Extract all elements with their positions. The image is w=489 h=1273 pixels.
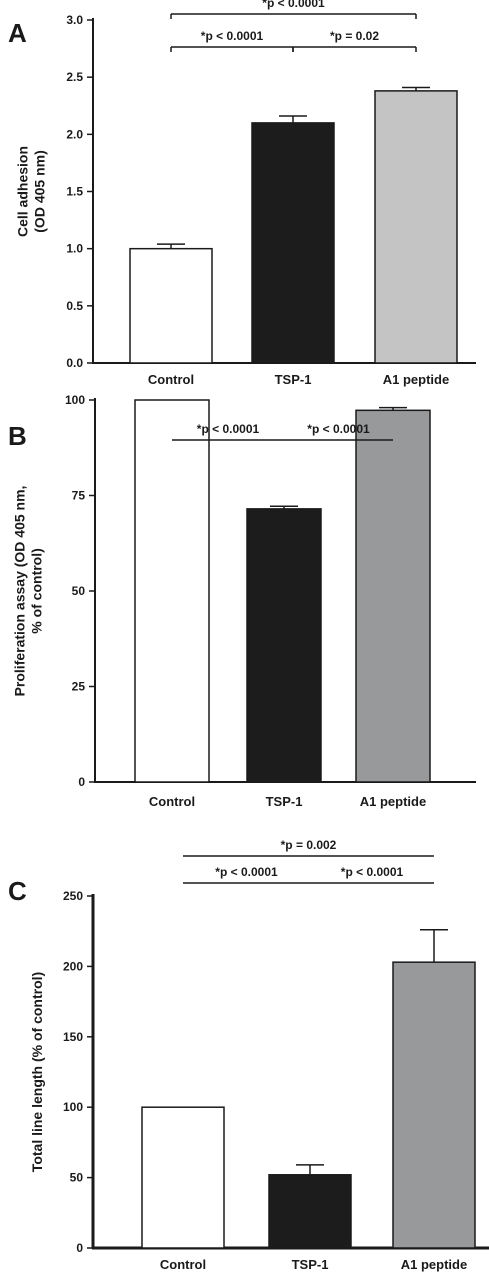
- category-label: TSP-1: [275, 372, 312, 387]
- y-tick-label: 0: [78, 775, 85, 789]
- category-label: TSP-1: [292, 1257, 329, 1272]
- category-label: A1 peptide: [360, 794, 426, 809]
- y-tick-label: 250: [63, 889, 83, 903]
- y-axis-label: Total line length (% of control): [29, 972, 45, 1172]
- y-tick-label: 100: [63, 1100, 83, 1114]
- y-tick-label: 50: [70, 1171, 84, 1185]
- category-label: A1 peptide: [383, 372, 449, 387]
- bar: [268, 1174, 352, 1249]
- category-label: A1 peptide: [401, 1257, 467, 1272]
- y-tick-label: 0: [76, 1241, 83, 1255]
- bar: [392, 961, 476, 1249]
- y-tick-label: 25: [72, 680, 86, 694]
- chart-panel-c: 0 50 100 150 200 250 Total line length (% of c…: [29, 838, 489, 1272]
- y-tick-label: 1.0: [66, 242, 83, 256]
- y-tick-label: 2.0: [66, 127, 83, 141]
- category-label: Control: [148, 372, 194, 387]
- panel-label-a: A: [8, 18, 27, 48]
- category-label: TSP-1: [266, 794, 303, 809]
- y-axis-label: % of control): [29, 548, 45, 634]
- chart-panel-a: 0.0 0.5 1.0 1.5 2.0 2.5 3.0 Cell adhesion (OD 40…: [15, 0, 476, 387]
- significance-label: *p < 0.0001: [197, 422, 260, 436]
- y-tick-label: 200: [63, 959, 83, 973]
- bar: [355, 409, 431, 783]
- bar: [374, 90, 458, 364]
- y-tick-label: 75: [72, 489, 86, 503]
- significance-label: *p = 0.002: [281, 838, 337, 852]
- chart-panel-b: 0 25 50 75 100 Proliferation assay (OD 405 nm…: [12, 393, 476, 809]
- y-tick-label: 1.5: [66, 185, 83, 199]
- y-tick-label: 3.0: [66, 13, 83, 27]
- panel-label-b: B: [8, 421, 27, 451]
- panel-label-c: C: [8, 876, 27, 906]
- significance-label: *p < 0.0001: [341, 865, 404, 879]
- significance-label: *p < 0.0001: [215, 865, 278, 879]
- bar: [251, 122, 335, 364]
- y-tick-label: 50: [72, 584, 86, 598]
- y-tick-label: 0.5: [66, 299, 83, 313]
- significance-label: *p < 0.0001: [262, 0, 325, 10]
- y-axis-label: Proliferation assay (OD 405 nm,: [12, 486, 28, 697]
- category-label: Control: [160, 1257, 206, 1272]
- bar: [141, 1106, 225, 1249]
- y-tick-label: 150: [63, 1030, 83, 1044]
- y-axis-label: (OD 405 nm): [32, 150, 48, 232]
- y-tick-label: 0.0: [66, 356, 83, 370]
- y-tick-label: 100: [65, 393, 85, 407]
- y-axis-label: Cell adhesion: [15, 146, 31, 237]
- significance-label: *p < 0.0001: [307, 422, 370, 436]
- bar: [246, 508, 322, 783]
- bar: [129, 247, 213, 364]
- category-label: Control: [149, 794, 195, 809]
- significance-label: *p = 0.02: [330, 29, 379, 43]
- y-tick-label: 2.5: [66, 70, 83, 84]
- bar: [134, 399, 210, 783]
- significance-label: *p < 0.0001: [201, 29, 264, 43]
